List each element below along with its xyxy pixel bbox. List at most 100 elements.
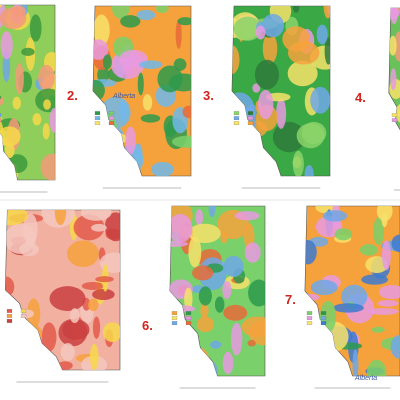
color-region [248,279,265,307]
legend-swatch [306,321,313,325]
color-region [12,96,21,110]
color-region [69,308,80,324]
color-region [95,276,114,283]
color-region [292,6,300,13]
legend-swatch [233,116,240,121]
color-region [62,319,90,341]
legend-swatch [6,309,13,313]
color-region [390,68,397,91]
color-region [258,89,274,120]
color-region [42,123,50,140]
color-region [223,304,248,321]
color-region [233,16,262,41]
legend-swatch [391,113,398,118]
color-region [252,83,261,93]
color-region [296,123,325,149]
color-region [92,288,115,301]
color-region [91,223,107,232]
logo: Alberta [112,93,135,100]
color-region [38,64,55,91]
color-region [125,126,136,155]
color-region [97,66,110,84]
color-region [155,6,169,13]
color-region [368,308,399,315]
legend-swatch [233,111,240,116]
color-region [332,303,364,313]
color-region [19,242,39,257]
color-region [32,113,42,126]
color-region [310,86,330,114]
color-region [381,240,391,271]
color-region [341,284,368,309]
color-region [310,279,338,296]
color-region [292,150,304,176]
color-region [142,94,153,111]
color-region [184,287,193,311]
color-region [43,99,51,110]
color-region [287,41,320,65]
color-region [361,274,389,285]
color-region [210,340,222,349]
legend-swatch [320,311,327,315]
color-region [67,240,100,268]
color-region [304,165,314,176]
color-region [371,326,385,333]
color-region [262,32,278,64]
color-region [139,60,163,69]
legend-swatch [320,316,327,320]
color-region [396,109,400,117]
color-region [80,210,112,221]
color-region [40,153,55,180]
legend-swatch [320,321,327,325]
legend-swatch [185,321,192,325]
legend-swatch [247,111,254,116]
legend-swatch [233,121,240,126]
color-region [390,335,400,359]
color-region [102,322,120,342]
legend-swatch [185,311,192,315]
legend-swatch [171,321,178,325]
color-region [222,281,232,300]
color-region [89,343,99,370]
legend-swatch [0,118,2,123]
legend-swatch [185,316,192,320]
color-region [11,5,26,17]
color-region [393,31,400,62]
color-region [175,19,182,49]
color-region [390,8,399,25]
color-region [140,114,161,123]
legend-swatch [20,309,27,313]
legend-swatch [247,121,254,126]
color-region [21,47,35,56]
color-region [81,281,105,290]
color-region [378,285,400,300]
color-region [377,300,399,307]
color-region [119,99,128,123]
panel-number: 4. [355,90,366,105]
legend-swatch [108,116,115,121]
legend-swatch [94,111,101,116]
legend-swatch [20,314,27,318]
color-region [111,6,130,19]
color-region [234,211,260,221]
color-region [395,103,400,123]
color-region [120,15,141,28]
color-region [254,59,279,90]
color-region [15,63,24,95]
color-region [195,209,204,226]
color-region [49,286,86,311]
panel-number: 2. [67,88,78,103]
legend-swatch [6,319,13,323]
color-region [136,9,156,21]
color-region [196,316,215,333]
color-region [49,107,55,133]
color-region [192,265,214,281]
color-region [276,98,287,129]
color-region [208,206,216,218]
color-region [222,351,234,375]
legend-swatch [94,116,101,121]
color-region [151,161,174,176]
color-region [241,316,265,338]
color-region [200,302,209,319]
color-region [381,212,388,228]
